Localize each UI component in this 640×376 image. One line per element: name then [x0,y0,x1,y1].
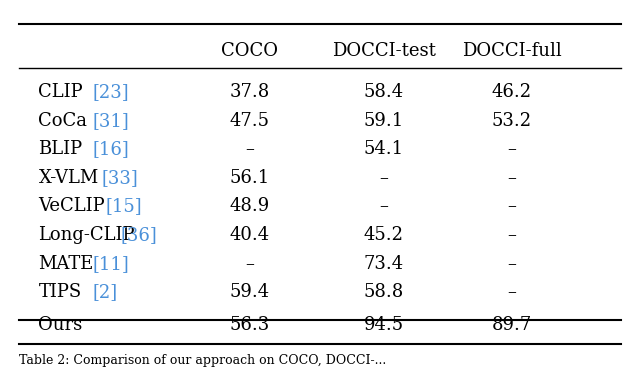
Text: 45.2: 45.2 [364,226,404,244]
Text: Ours: Ours [38,316,83,334]
Text: 47.5: 47.5 [230,112,269,130]
Text: CLIP: CLIP [38,83,83,101]
Text: [23]: [23] [93,83,129,101]
Text: CoCa: CoCa [38,112,88,130]
Text: X-VLM: X-VLM [38,169,99,187]
Text: 56.3: 56.3 [230,316,269,334]
Text: [33]: [33] [101,169,138,187]
Text: –: – [380,197,388,215]
Text: MATE: MATE [38,255,94,273]
Text: 89.7: 89.7 [492,316,532,334]
Text: 46.2: 46.2 [492,83,532,101]
Text: TIPS: TIPS [38,283,82,301]
Text: –: – [245,140,254,158]
Text: [2]: [2] [93,283,118,301]
Text: –: – [508,140,516,158]
Text: [31]: [31] [93,112,129,130]
Text: 37.8: 37.8 [230,83,269,101]
Text: [11]: [11] [93,255,129,273]
Text: 53.2: 53.2 [492,112,532,130]
Text: Table 2: Comparison of our approach on COCO, DOCCI-...: Table 2: Comparison of our approach on C… [19,355,387,367]
Text: –: – [508,283,516,301]
Text: [36]: [36] [120,226,157,244]
Text: 54.1: 54.1 [364,140,404,158]
Text: –: – [508,197,516,215]
Text: 94.5: 94.5 [364,316,404,334]
Text: [15]: [15] [106,197,142,215]
Text: BLIP: BLIP [38,140,83,158]
Text: 58.8: 58.8 [364,283,404,301]
Text: 40.4: 40.4 [230,226,269,244]
Text: COCO: COCO [221,42,278,60]
Text: DOCCI-full: DOCCI-full [462,42,562,60]
Text: –: – [508,169,516,187]
Text: –: – [380,169,388,187]
Text: –: – [508,226,516,244]
Text: 56.1: 56.1 [230,169,269,187]
Text: 58.4: 58.4 [364,83,404,101]
Text: 73.4: 73.4 [364,255,404,273]
Text: DOCCI-test: DOCCI-test [332,42,436,60]
Text: 59.4: 59.4 [230,283,269,301]
Text: –: – [245,255,254,273]
Text: Long-CLIP: Long-CLIP [38,226,135,244]
Text: [16]: [16] [93,140,129,158]
Text: –: – [508,255,516,273]
Text: 59.1: 59.1 [364,112,404,130]
Text: 48.9: 48.9 [230,197,269,215]
Text: VeCLIP: VeCLIP [38,197,105,215]
